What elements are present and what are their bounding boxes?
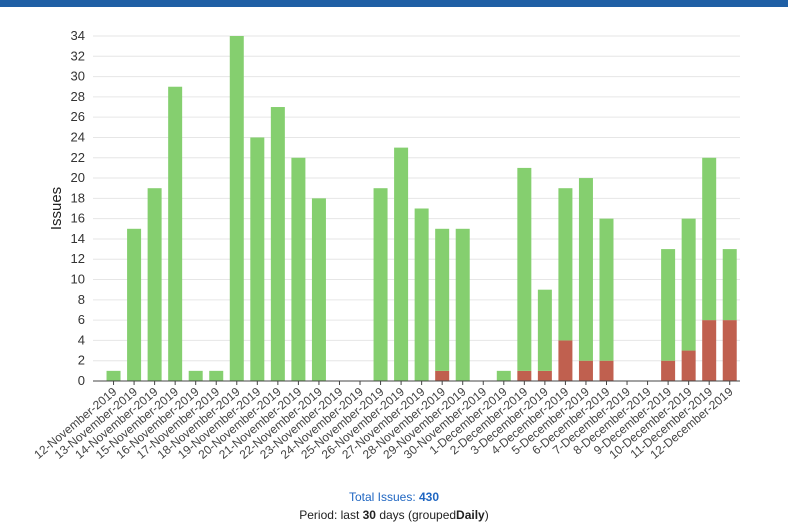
bar-resolved: [517, 167, 532, 371]
bar-resolved: [661, 249, 676, 361]
y-axis-label: Issues: [48, 187, 65, 230]
bar-open: [599, 360, 614, 381]
bar-resolved: [250, 137, 265, 381]
y-tick-label: 0: [78, 373, 85, 388]
y-tick-label: 12: [71, 251, 85, 266]
y-tick-label: 22: [71, 150, 85, 165]
bar-resolved: [168, 86, 183, 381]
bar-resolved: [311, 198, 326, 381]
period-days: 30: [362, 508, 376, 522]
total-issues: Total Issues: 430: [0, 490, 788, 504]
bar-open: [435, 370, 450, 381]
y-tick-label: 26: [71, 109, 85, 124]
bar-resolved: [414, 208, 429, 381]
bar-resolved: [496, 370, 511, 381]
y-tick-label: 2: [78, 353, 85, 368]
period-group: Daily: [456, 508, 485, 522]
bar-open: [558, 340, 573, 381]
bar-resolved: [291, 157, 306, 381]
y-tick-label: 6: [78, 312, 85, 327]
y-tick-label: 10: [71, 272, 85, 287]
period-info: Period: last 30 days (groupedDaily): [0, 508, 788, 522]
period-suffix: ): [484, 508, 489, 522]
period-prefix: Period: last: [299, 508, 360, 522]
bar-resolved: [578, 178, 593, 361]
bar-resolved: [537, 289, 552, 371]
bar-resolved: [558, 188, 573, 341]
bar-resolved: [702, 157, 717, 321]
bar-resolved: [106, 370, 121, 381]
bar-resolved: [270, 107, 285, 381]
y-tick-label: 4: [78, 332, 85, 347]
total-issues-label: Total Issues:: [348, 490, 416, 504]
y-tick-label: 14: [71, 231, 85, 246]
bar-resolved: [209, 370, 224, 381]
bar-resolved: [188, 370, 203, 381]
bar-resolved: [127, 228, 142, 381]
y-tick-label: 16: [71, 211, 85, 226]
bar-open: [517, 370, 532, 381]
y-tick-label: 18: [71, 190, 85, 205]
bar-resolved: [722, 249, 737, 321]
bar-resolved: [229, 36, 244, 381]
y-tick-label: 20: [71, 170, 85, 185]
bar-resolved: [394, 147, 409, 381]
bar-resolved: [147, 188, 162, 381]
y-tick-label: 32: [71, 48, 85, 63]
y-tick-label: 34: [71, 28, 85, 43]
bar-open: [661, 360, 676, 381]
bar-resolved: [681, 218, 696, 351]
bar-resolved: [435, 228, 450, 371]
total-issues-value: 430: [419, 490, 440, 504]
issues-bar-chart: 0246810121416182022242628303234Issues12-…: [31, 28, 740, 462]
bar-resolved: [455, 228, 470, 381]
y-tick-label: 24: [71, 129, 85, 144]
period-mid: days (grouped: [379, 508, 457, 522]
bar-resolved: [599, 218, 614, 361]
top-bar: [0, 0, 788, 7]
bar-open: [702, 320, 717, 381]
bar-open: [537, 370, 552, 381]
bar-open: [681, 350, 696, 381]
bar-open: [722, 320, 737, 381]
y-tick-label: 28: [71, 89, 85, 104]
bar-open: [578, 360, 593, 381]
bar-resolved: [373, 188, 388, 381]
y-tick-label: 8: [78, 292, 85, 307]
y-tick-label: 30: [71, 69, 85, 84]
